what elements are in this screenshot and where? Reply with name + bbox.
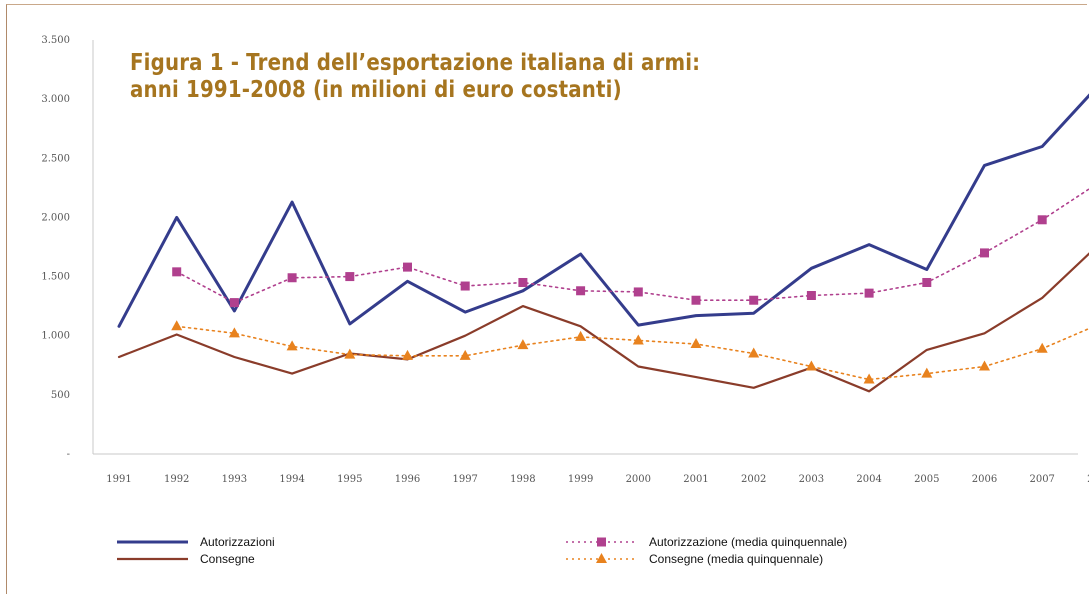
data-point-consegne-media-quinquennale xyxy=(632,334,644,345)
data-point-consegne-media-quinquennale xyxy=(690,337,702,348)
series-line-consegne xyxy=(117,252,1089,393)
legend-item-consegne: Consegne xyxy=(117,552,255,566)
x-tick-label: 1996 xyxy=(395,474,420,485)
chart-frame xyxy=(6,4,1087,594)
x-tick-label: 1998 xyxy=(510,474,535,485)
data-point-autorizzazione-media-quinquennale xyxy=(980,248,989,258)
chart-title-line-2: anni 1991-2008 (in milioni di euro costa… xyxy=(130,77,622,103)
series-line-consegne-media-quinquennale xyxy=(175,325,1089,381)
series-autorizzazioni xyxy=(117,93,1089,328)
data-point-consegne-media-quinquennale xyxy=(805,360,817,371)
data-point-consegne-media-quinquennale xyxy=(286,340,298,351)
data-point-consegne-media-quinquennale xyxy=(171,320,183,331)
y-tick-label: 1.500 xyxy=(41,272,70,283)
x-tick-label: 2004 xyxy=(856,474,881,485)
data-point-autorizzazione-media-quinquennale xyxy=(460,281,470,291)
data-point-autorizzazione-media-quinquennale xyxy=(691,295,701,305)
data-point-consegne-media-quinquennale xyxy=(921,367,933,378)
legend-marker-autorizzazione-media-quinquennale xyxy=(597,537,606,547)
x-tick-label: 2007 xyxy=(1029,474,1054,485)
x-tick-label: 1991 xyxy=(106,474,131,485)
series-autorizzazione-media-quinquennale xyxy=(172,188,1089,308)
data-point-autorizzazione-media-quinquennale xyxy=(749,295,759,305)
data-point-consegne-media-quinquennale xyxy=(979,360,990,371)
data-point-autorizzazione-media-quinquennale xyxy=(518,277,528,287)
y-tick-label: - xyxy=(67,449,70,460)
data-point-consegne-media-quinquennale xyxy=(575,330,587,341)
data-point-autorizzazione-media-quinquennale xyxy=(287,273,297,283)
x-tick-label: 2001 xyxy=(683,474,708,485)
x-tick-label: 1999 xyxy=(568,474,593,485)
legend-label-consegne: Consegne xyxy=(200,552,255,566)
x-tick-label: 1997 xyxy=(452,474,477,485)
data-point-consegne-media-quinquennale xyxy=(517,339,529,350)
legend-item-autorizzazioni: Autorizzazioni xyxy=(117,535,275,549)
series-layer xyxy=(117,93,1089,393)
x-tick-label: 2008 xyxy=(1087,474,1089,485)
x-tick-label: 2006 xyxy=(972,474,997,485)
data-point-autorizzazione-media-quinquennale xyxy=(403,262,412,272)
data-point-autorizzazione-media-quinquennale xyxy=(806,290,816,300)
legend-marker-consegne-media-quinquennale xyxy=(596,553,607,563)
data-point-autorizzazione-media-quinquennale xyxy=(864,288,874,298)
x-tick-label: 2002 xyxy=(741,474,766,485)
data-point-autorizzazione-media-quinquennale xyxy=(633,287,643,297)
legend-label-consegne-media-quinquennale: Consegne (media quinquennale) xyxy=(649,552,823,566)
data-point-consegne-media-quinquennale xyxy=(228,327,240,338)
data-point-autorizzazione-media-quinquennale xyxy=(172,267,182,277)
x-tick-label: 1994 xyxy=(279,474,304,485)
series-consegne xyxy=(117,252,1089,393)
x-tick-label: 1993 xyxy=(222,474,247,485)
legend: Autorizzazioni Consegne Autorizzazione (me… xyxy=(117,535,847,566)
y-tick-labels: - 500 1.000 1.500 2.000 2.500 3.000 3.500 xyxy=(41,35,70,460)
y-tick-label: 3.500 xyxy=(41,35,70,46)
data-point-consegne-media-quinquennale xyxy=(748,347,760,358)
series-consegne-media-quinquennale xyxy=(171,320,1089,384)
y-tick-label: 2.500 xyxy=(41,153,70,164)
data-point-consegne-media-quinquennale xyxy=(459,349,471,360)
legend-label-autorizzazioni: Autorizzazioni xyxy=(200,535,275,549)
y-tick-label: 500 xyxy=(51,390,70,401)
data-point-autorizzazione-media-quinquennale xyxy=(922,277,932,287)
series-line-autorizzazioni xyxy=(117,93,1089,328)
data-point-autorizzazione-media-quinquennale xyxy=(576,286,586,296)
data-point-autorizzazione-media-quinquennale xyxy=(229,298,239,308)
legend-item-consegne-media-quinquennale: Consegne (media quinquennale) xyxy=(566,552,823,566)
chart-title-line-1: Figura 1 - Trend dell’esportazione itali… xyxy=(130,50,701,76)
data-point-autorizzazione-media-quinquennale xyxy=(1037,215,1047,225)
x-tick-label: 2005 xyxy=(914,474,939,485)
x-tick-label: 2000 xyxy=(626,474,651,485)
x-tick-label: 1995 xyxy=(337,474,362,485)
y-tick-label: 1.000 xyxy=(41,331,70,342)
y-tick-label: 2.000 xyxy=(41,212,70,223)
data-point-consegne-media-quinquennale xyxy=(1036,342,1048,353)
legend-label-autorizzazione-media-quinquennale: Autorizzazione (media quinquennale) xyxy=(649,535,847,549)
data-point-autorizzazione-media-quinquennale xyxy=(345,272,355,282)
legend-item-autorizzazione-media-quinquennale: Autorizzazione (media quinquennale) xyxy=(566,535,847,549)
data-point-consegne-media-quinquennale xyxy=(344,348,356,359)
x-tick-label: 1992 xyxy=(164,474,189,485)
y-tick-label: 3.000 xyxy=(41,94,70,105)
x-tick-labels: 1991 1992 1993 1994 1995 1996 1997 1998 1999 2000… xyxy=(106,474,1089,485)
data-point-consegne-media-quinquennale xyxy=(863,373,875,384)
x-tick-label: 2003 xyxy=(799,474,824,485)
data-point-consegne-media-quinquennale xyxy=(402,349,413,360)
series-line-autorizzazione-media-quinquennale xyxy=(175,188,1089,304)
